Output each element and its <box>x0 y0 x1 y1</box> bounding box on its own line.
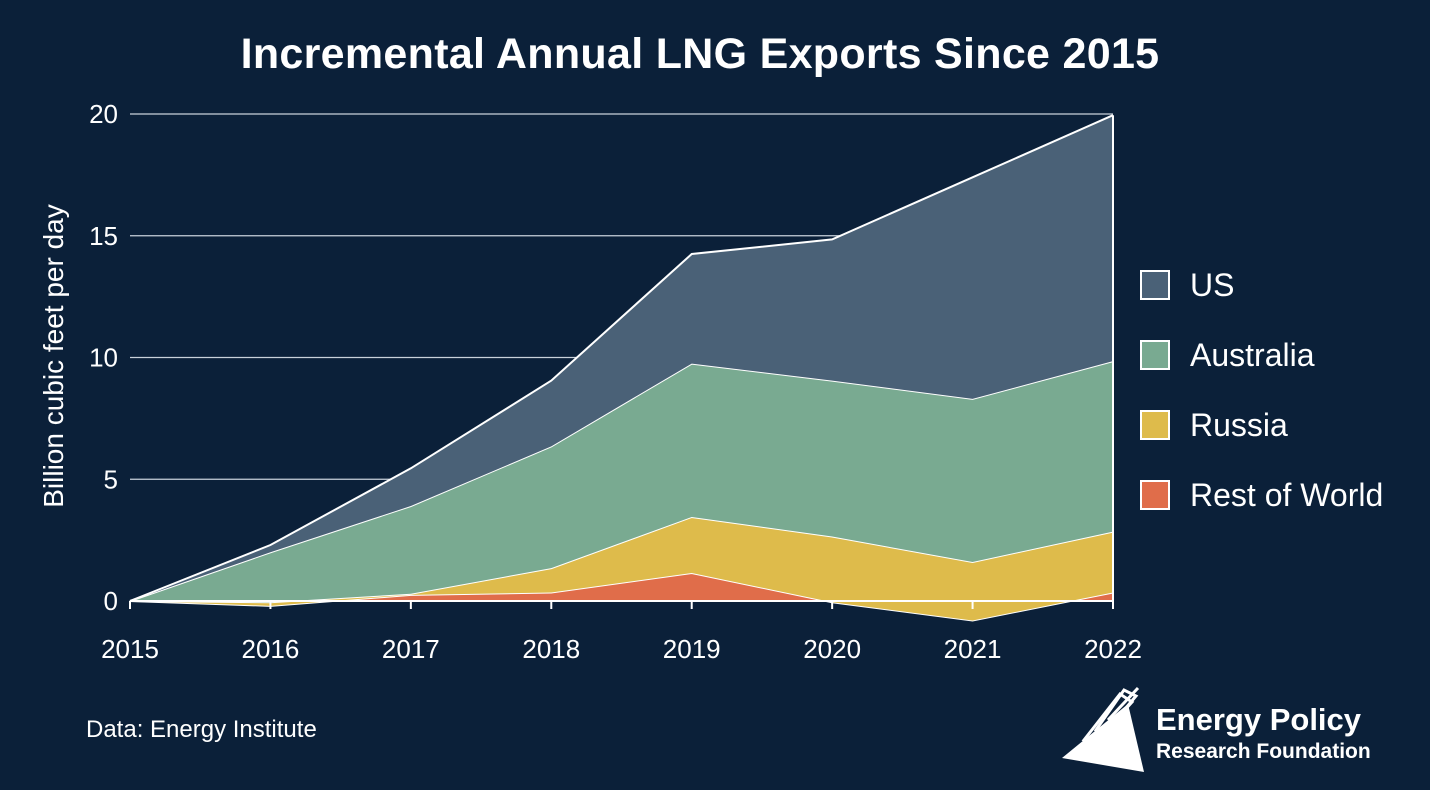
y-tick-label: 5 <box>104 464 118 494</box>
legend-label-russia: Russia <box>1190 406 1288 443</box>
x-tick-label: 2015 <box>101 634 159 664</box>
legend-label-australia: Australia <box>1190 336 1315 373</box>
legend-item-australia: Australia <box>1140 336 1383 374</box>
area-australia <box>130 361 1113 603</box>
x-tick-label: 2022 <box>1084 634 1142 664</box>
legend-swatch-us <box>1140 270 1170 300</box>
data-source-note: Data: Energy Institute <box>86 716 317 743</box>
brand-logo-block: Energy Policy Research Foundation <box>1058 684 1418 776</box>
x-tick-label: 2019 <box>663 634 721 664</box>
legend-label-rest-of-world: Rest of World <box>1190 476 1384 513</box>
legend-swatch-australia <box>1140 340 1170 370</box>
x-tick-label: 2020 <box>803 634 861 664</box>
brand-name-line2: Research Foundation <box>1156 740 1371 763</box>
stacked-areas <box>129 114 1114 622</box>
x-tick-label: 2018 <box>522 634 580 664</box>
x-tick-label: 2021 <box>944 634 1002 664</box>
legend-item-us: US <box>1140 266 1383 304</box>
legend: US Australia Russia Rest of World <box>1140 266 1383 546</box>
y-tick-label: 15 <box>89 221 118 251</box>
y-tick-label: 20 <box>89 99 118 129</box>
x-tick-label: 2017 <box>382 634 440 664</box>
legend-item-russia: Russia <box>1140 406 1383 444</box>
axes: 0 5 10 15 20 2015 2016 2017 2018 2019 2020 2021 2022 <box>89 99 1142 664</box>
legend-swatch-russia <box>1140 410 1170 440</box>
x-tick-label: 2016 <box>242 634 300 664</box>
area-edge-australia <box>129 360 1114 602</box>
area-rest-of-world <box>130 572 1113 621</box>
y-tick-label: 0 <box>104 586 118 616</box>
legend-swatch-rest-of-world <box>1140 480 1170 510</box>
area-edge-us <box>129 114 1114 602</box>
y-axis-label: Billion cubic feet per day <box>38 204 69 508</box>
legend-label-us: US <box>1190 266 1235 303</box>
y-tick-label: 10 <box>89 343 118 373</box>
legend-item-rest-of-world: Rest of World <box>1140 476 1383 514</box>
brand-name-line1: Energy Policy <box>1156 702 1362 737</box>
paper-stack-logo-icon <box>1062 686 1144 772</box>
chart-title: Incremental Annual LNG Exports Since 201… <box>240 30 1160 78</box>
area-us <box>130 115 1113 601</box>
